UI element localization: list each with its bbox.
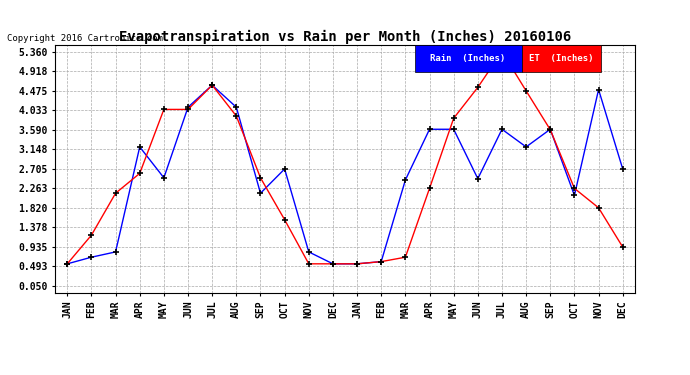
Text: Rain  (Inches): Rain (Inches): [431, 54, 506, 63]
Text: Copyright 2016 Cartronics.com: Copyright 2016 Cartronics.com: [7, 34, 163, 43]
Text: ET  (Inches): ET (Inches): [529, 54, 593, 63]
Title: Evapotranspiration vs Rain per Month (Inches) 20160106: Evapotranspiration vs Rain per Month (In…: [119, 30, 571, 44]
